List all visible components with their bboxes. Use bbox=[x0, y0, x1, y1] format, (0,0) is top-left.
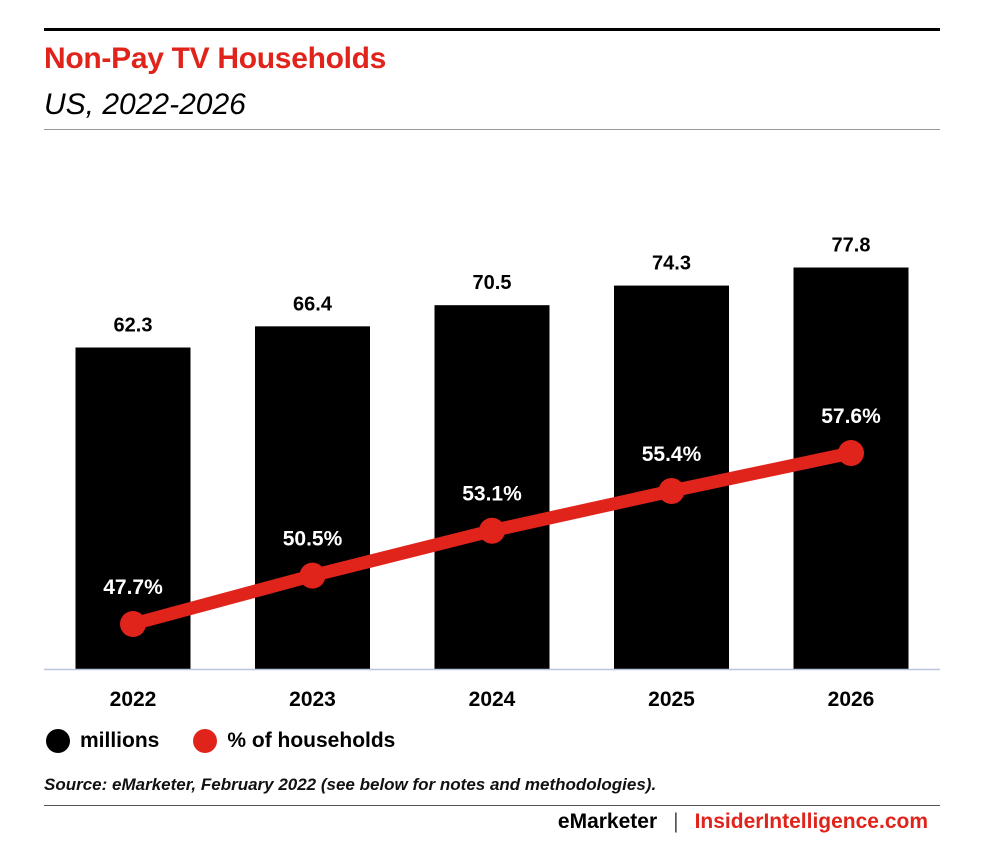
x-tick-label-2026: 2026 bbox=[828, 688, 875, 711]
pct-value-label-2026: 57.6% bbox=[821, 405, 881, 428]
bar-value-label-2024: 70.5 bbox=[473, 272, 512, 294]
x-tick-label-2024: 2024 bbox=[469, 688, 516, 711]
legend-item-millions: millions bbox=[46, 729, 159, 753]
bar-value-label-2022: 62.3 bbox=[114, 315, 153, 337]
legend-swatch-millions bbox=[46, 729, 70, 753]
title-divider bbox=[44, 129, 940, 130]
x-tick-label-2022: 2022 bbox=[110, 688, 157, 711]
legend-item-percent: % of households bbox=[193, 729, 395, 753]
x-tick-label-2023: 2023 bbox=[289, 688, 336, 711]
legend-label-millions: millions bbox=[80, 729, 160, 752]
footer-brand-emarketer: eMarketer bbox=[557, 810, 658, 833]
bar-value-label-2025: 74.3 bbox=[652, 253, 691, 275]
legend: millions % of households bbox=[46, 729, 429, 753]
legend-swatch-percent bbox=[193, 729, 218, 753]
bar-2023 bbox=[255, 326, 370, 669]
pct-point-2026 bbox=[838, 440, 864, 466]
pct-point-2022 bbox=[120, 611, 146, 637]
footer-brand-insider[interactable]: InsiderIntelligence.com bbox=[694, 810, 928, 833]
pct-value-label-2022: 47.7% bbox=[103, 576, 163, 599]
source-note: Source: eMarketer, February 2022 (see be… bbox=[44, 775, 657, 794]
chart-subtitle: US, 2022-2026 bbox=[44, 88, 246, 121]
pct-value-label-2024: 53.1% bbox=[462, 483, 522, 506]
bar-2024 bbox=[434, 305, 550, 669]
footer-separator: | bbox=[673, 810, 679, 833]
footer-divider bbox=[44, 805, 940, 806]
pct-point-2024 bbox=[479, 517, 505, 544]
footer: eMarketer | InsiderIntelligence.com bbox=[558, 810, 928, 834]
chart-area: 62.3 66.4 70.5 74.3 77.8 2022 2023 2024 2025 2026… bbox=[44, 235, 940, 711]
pct-value-label-2023: 50.5% bbox=[283, 528, 343, 551]
legend-label-percent: % of households bbox=[227, 729, 396, 752]
x-tick-label-2025: 2025 bbox=[648, 688, 695, 711]
pct-point-2023 bbox=[299, 562, 326, 589]
pct-value-label-2025: 55.4% bbox=[642, 443, 702, 466]
pct-point-2025 bbox=[658, 478, 685, 504]
top-rule bbox=[44, 28, 940, 31]
bar-2026 bbox=[793, 267, 909, 669]
chart-title: Non-Pay TV Households bbox=[44, 42, 387, 75]
bar-value-label-2023: 66.4 bbox=[293, 293, 333, 315]
bar-value-label-2026: 77.8 bbox=[832, 235, 871, 257]
